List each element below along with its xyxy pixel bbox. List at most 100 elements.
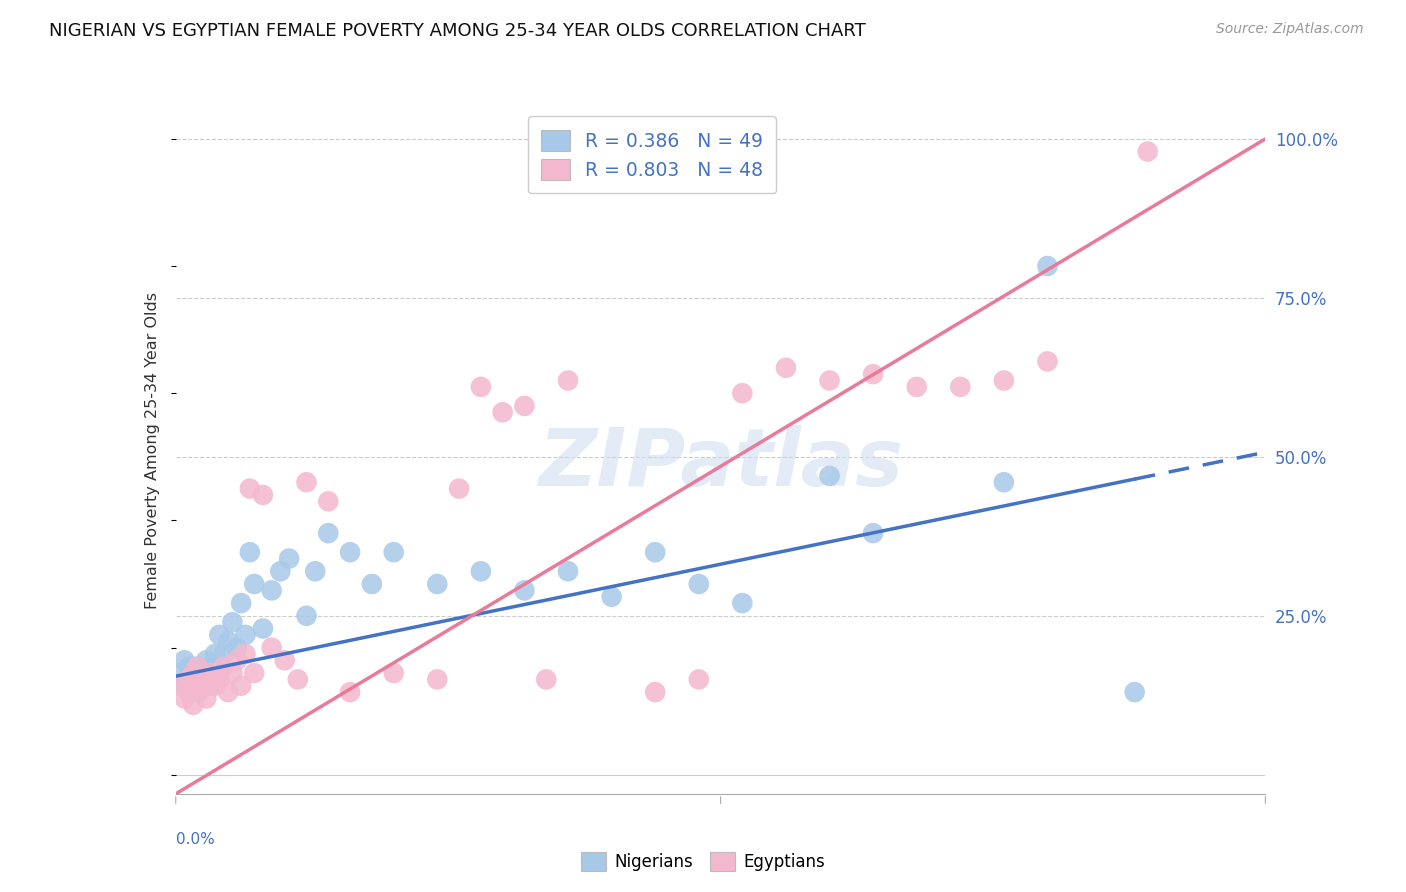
- Point: [252, 488, 274, 502]
- Point: [186, 685, 209, 699]
- Point: [513, 399, 536, 413]
- Point: [600, 590, 623, 604]
- Point: [731, 386, 754, 401]
- Point: [177, 673, 200, 687]
- Point: [169, 679, 191, 693]
- Point: [208, 666, 231, 681]
- Point: [181, 666, 204, 681]
- Point: [177, 659, 200, 673]
- Point: [231, 596, 253, 610]
- Point: [239, 545, 262, 559]
- Point: [1036, 354, 1059, 368]
- Point: [260, 583, 283, 598]
- Point: [186, 659, 209, 673]
- Point: [993, 475, 1015, 490]
- Point: [217, 685, 239, 699]
- Point: [278, 551, 301, 566]
- Point: [360, 577, 382, 591]
- Point: [318, 526, 340, 541]
- Point: [191, 679, 214, 693]
- Point: [195, 691, 218, 706]
- Point: [200, 666, 222, 681]
- Point: [470, 380, 492, 394]
- Point: [195, 653, 218, 667]
- Point: [513, 583, 536, 598]
- Point: [173, 653, 195, 667]
- Point: [731, 596, 754, 610]
- Point: [644, 545, 666, 559]
- Point: [295, 475, 318, 490]
- Point: [318, 494, 340, 508]
- Point: [243, 577, 266, 591]
- Point: [181, 666, 204, 681]
- Point: [260, 640, 283, 655]
- Point: [993, 374, 1015, 388]
- Point: [287, 673, 309, 687]
- Point: [426, 673, 449, 687]
- Point: [225, 640, 247, 655]
- Point: [295, 608, 318, 623]
- Point: [1136, 145, 1159, 159]
- Point: [208, 673, 231, 687]
- Point: [447, 482, 470, 496]
- Point: [191, 679, 214, 693]
- Point: [225, 653, 247, 667]
- Point: [204, 647, 226, 661]
- Point: [186, 659, 209, 673]
- Point: [339, 545, 361, 559]
- Point: [173, 691, 195, 706]
- Point: [382, 545, 405, 559]
- Point: [818, 374, 841, 388]
- Point: [235, 647, 257, 661]
- Point: [200, 659, 222, 673]
- Legend: R = 0.386   N = 49, R = 0.803   N = 48: R = 0.386 N = 49, R = 0.803 N = 48: [529, 117, 776, 194]
- Point: [269, 564, 291, 578]
- Point: [252, 622, 274, 636]
- Point: [339, 685, 361, 699]
- Point: [239, 482, 262, 496]
- Point: [200, 679, 222, 693]
- Point: [1123, 685, 1146, 699]
- Text: NIGERIAN VS EGYPTIAN FEMALE POVERTY AMONG 25-34 YEAR OLDS CORRELATION CHART: NIGERIAN VS EGYPTIAN FEMALE POVERTY AMON…: [49, 22, 866, 40]
- Point: [775, 360, 797, 375]
- Point: [217, 634, 239, 648]
- Point: [949, 380, 972, 394]
- Point: [212, 659, 235, 673]
- Point: [235, 628, 257, 642]
- Point: [905, 380, 928, 394]
- Point: [688, 673, 710, 687]
- Legend: Nigerians, Egyptians: Nigerians, Egyptians: [572, 843, 834, 880]
- Point: [688, 577, 710, 591]
- Text: ZIPatlas: ZIPatlas: [538, 425, 903, 503]
- Point: [818, 469, 841, 483]
- Point: [644, 685, 666, 699]
- Point: [181, 679, 204, 693]
- Point: [191, 673, 214, 687]
- Point: [186, 685, 209, 699]
- Point: [173, 679, 195, 693]
- Text: 0.0%: 0.0%: [176, 831, 215, 847]
- Point: [534, 673, 557, 687]
- Point: [177, 685, 200, 699]
- Point: [169, 666, 191, 681]
- Point: [426, 577, 449, 591]
- Point: [557, 374, 579, 388]
- Point: [221, 615, 243, 630]
- Point: [221, 666, 243, 681]
- Point: [492, 405, 515, 419]
- Point: [382, 666, 405, 681]
- Point: [204, 679, 226, 693]
- Point: [274, 653, 297, 667]
- Point: [177, 673, 200, 687]
- Point: [862, 367, 884, 381]
- Point: [231, 679, 253, 693]
- Point: [181, 698, 204, 712]
- Point: [243, 666, 266, 681]
- Point: [557, 564, 579, 578]
- Point: [1036, 259, 1059, 273]
- Point: [862, 526, 884, 541]
- Y-axis label: Female Poverty Among 25-34 Year Olds: Female Poverty Among 25-34 Year Olds: [145, 292, 160, 609]
- Point: [304, 564, 326, 578]
- Point: [470, 564, 492, 578]
- Point: [191, 673, 214, 687]
